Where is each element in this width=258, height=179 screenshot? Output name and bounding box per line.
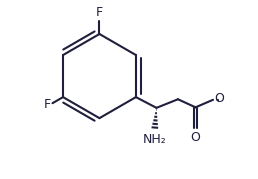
Text: O: O: [191, 131, 200, 144]
Text: O: O: [214, 92, 224, 105]
Text: NH₂: NH₂: [143, 133, 167, 146]
Text: F: F: [96, 6, 103, 19]
Text: F: F: [44, 98, 51, 111]
